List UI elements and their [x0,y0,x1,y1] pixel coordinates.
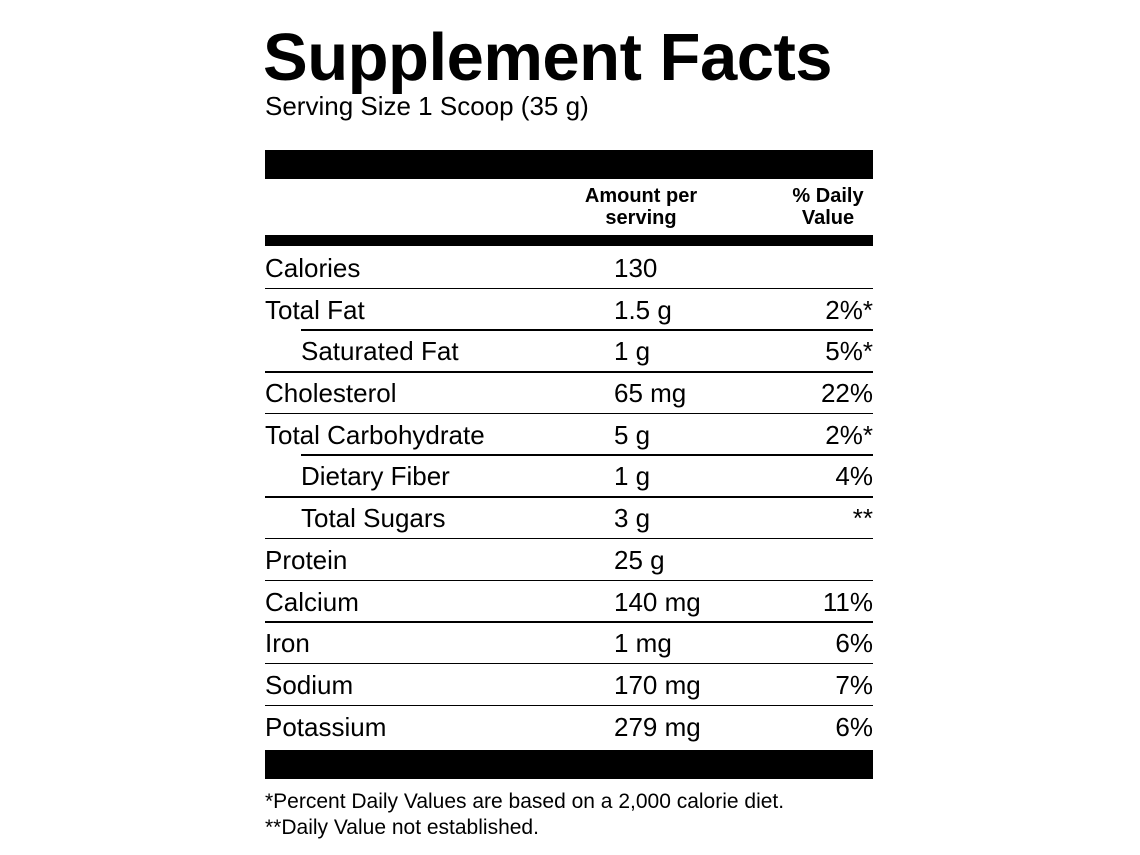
nutrient-daily-value: 6% [835,711,873,742]
table-row: Total Carbohydrate 5 g 2%* [265,412,873,455]
nutrient-name: Potassium [265,711,387,742]
row-divider [301,454,873,456]
nutrient-amount: 130 [614,253,658,283]
nutrient-name: Cholesterol [265,378,397,409]
nutrient-name: Calcium [265,586,359,617]
row-divider [265,371,873,373]
row-divider [265,496,873,498]
nutrient-name: Sodium [265,669,354,700]
serving-size: Serving Size 1 Scoop (35 g) [265,91,589,121]
table-row: Sodium 170 mg 7% [265,662,873,705]
nutrient-amount: 140 mg [614,586,701,617]
table-row: Calcium 140 mg 11% [265,579,873,622]
row-divider [265,662,873,665]
footnote: **Daily Value not established. [265,816,539,839]
nutrient-amount: 170 mg [614,669,701,700]
nutrient-daily-value: 5%* [825,336,873,367]
table-row: Potassium 279 mg 6% [265,704,873,747]
nutrient-amount: 279 mg [614,711,701,742]
nutrient-daily-value: 2%* [825,294,873,325]
nutrient-amount: 1 g [614,461,651,492]
header-thick-rule [265,235,873,246]
nutrient-name: Total Carbohydrate [265,419,485,450]
nutrient-amount: 65 mg [614,378,687,409]
top-black-bar [265,150,873,179]
header-line: Value [801,207,855,229]
nutrient-name: Total Sugars [301,503,446,534]
nutrient-amount: 1 mg [614,628,672,659]
nutrient-name: Total Fat [265,294,365,325]
footnote: *Percent Daily Values are based on a 2,0… [265,790,785,813]
bottom-black-bar [265,750,873,779]
header-line: % Daily [792,185,864,207]
row-divider [265,287,873,290]
header-line: serving [605,207,677,229]
nutrient-name: Dietary Fiber [301,461,450,492]
nutrient-daily-value: 22% [820,378,873,409]
nutrient-amount: 1 g [614,336,651,367]
nutrient-amount: 1.5 g [614,294,672,325]
nutrient-daily-value: 6% [835,628,873,659]
row-divider [265,412,873,415]
nutrient-daily-value: 4% [835,461,873,492]
table-row: Dietary Fiber 1 g 4% [265,454,873,496]
nutrient-daily-value: 7% [835,669,873,700]
nutrient-daily-value: 11% [822,586,873,617]
nutrient-amount: 5 g [614,419,651,450]
label-title: Supplement Facts [263,20,833,95]
nutrient-name: Saturated Fat [301,336,459,367]
nutrient-name: Protein [265,544,348,575]
row-divider [265,537,873,540]
daily-value-header: % Daily Value [778,185,878,229]
table-row: Cholesterol 65 mg 22% [265,371,873,413]
nutrient-daily-value: 2%* [825,419,873,450]
nutrient-amount: 3 g [614,503,651,534]
amount-per-serving-header: Amount per serving [565,185,717,229]
header-line: Amount per [584,185,698,207]
nutrient-amount: 25 g [614,544,665,575]
nutrient-table: Calories 130 Total Fat 1.5 g 2%* Saturated Fa… [265,246,873,746]
row-divider [265,704,873,707]
footnotes: *Percent Daily Values are based on a 2,0… [265,789,784,841]
nutrient-name: Calories [265,253,361,283]
nutrient-name: Iron [265,628,310,659]
row-divider [265,621,873,623]
table-row: Calories 130 [265,246,873,288]
row-divider [301,329,873,331]
table-row: Total Fat 1.5 g 2%* [265,287,873,330]
table-row: Total Sugars 3 g ** [265,496,873,538]
nutrient-daily-value: ** [852,503,873,534]
table-row: Protein 25 g [265,537,873,580]
table-row: Saturated Fat 1 g 5%* [265,329,873,371]
row-divider [265,579,873,581]
table-row: Iron 1 mg 6% [265,621,873,663]
